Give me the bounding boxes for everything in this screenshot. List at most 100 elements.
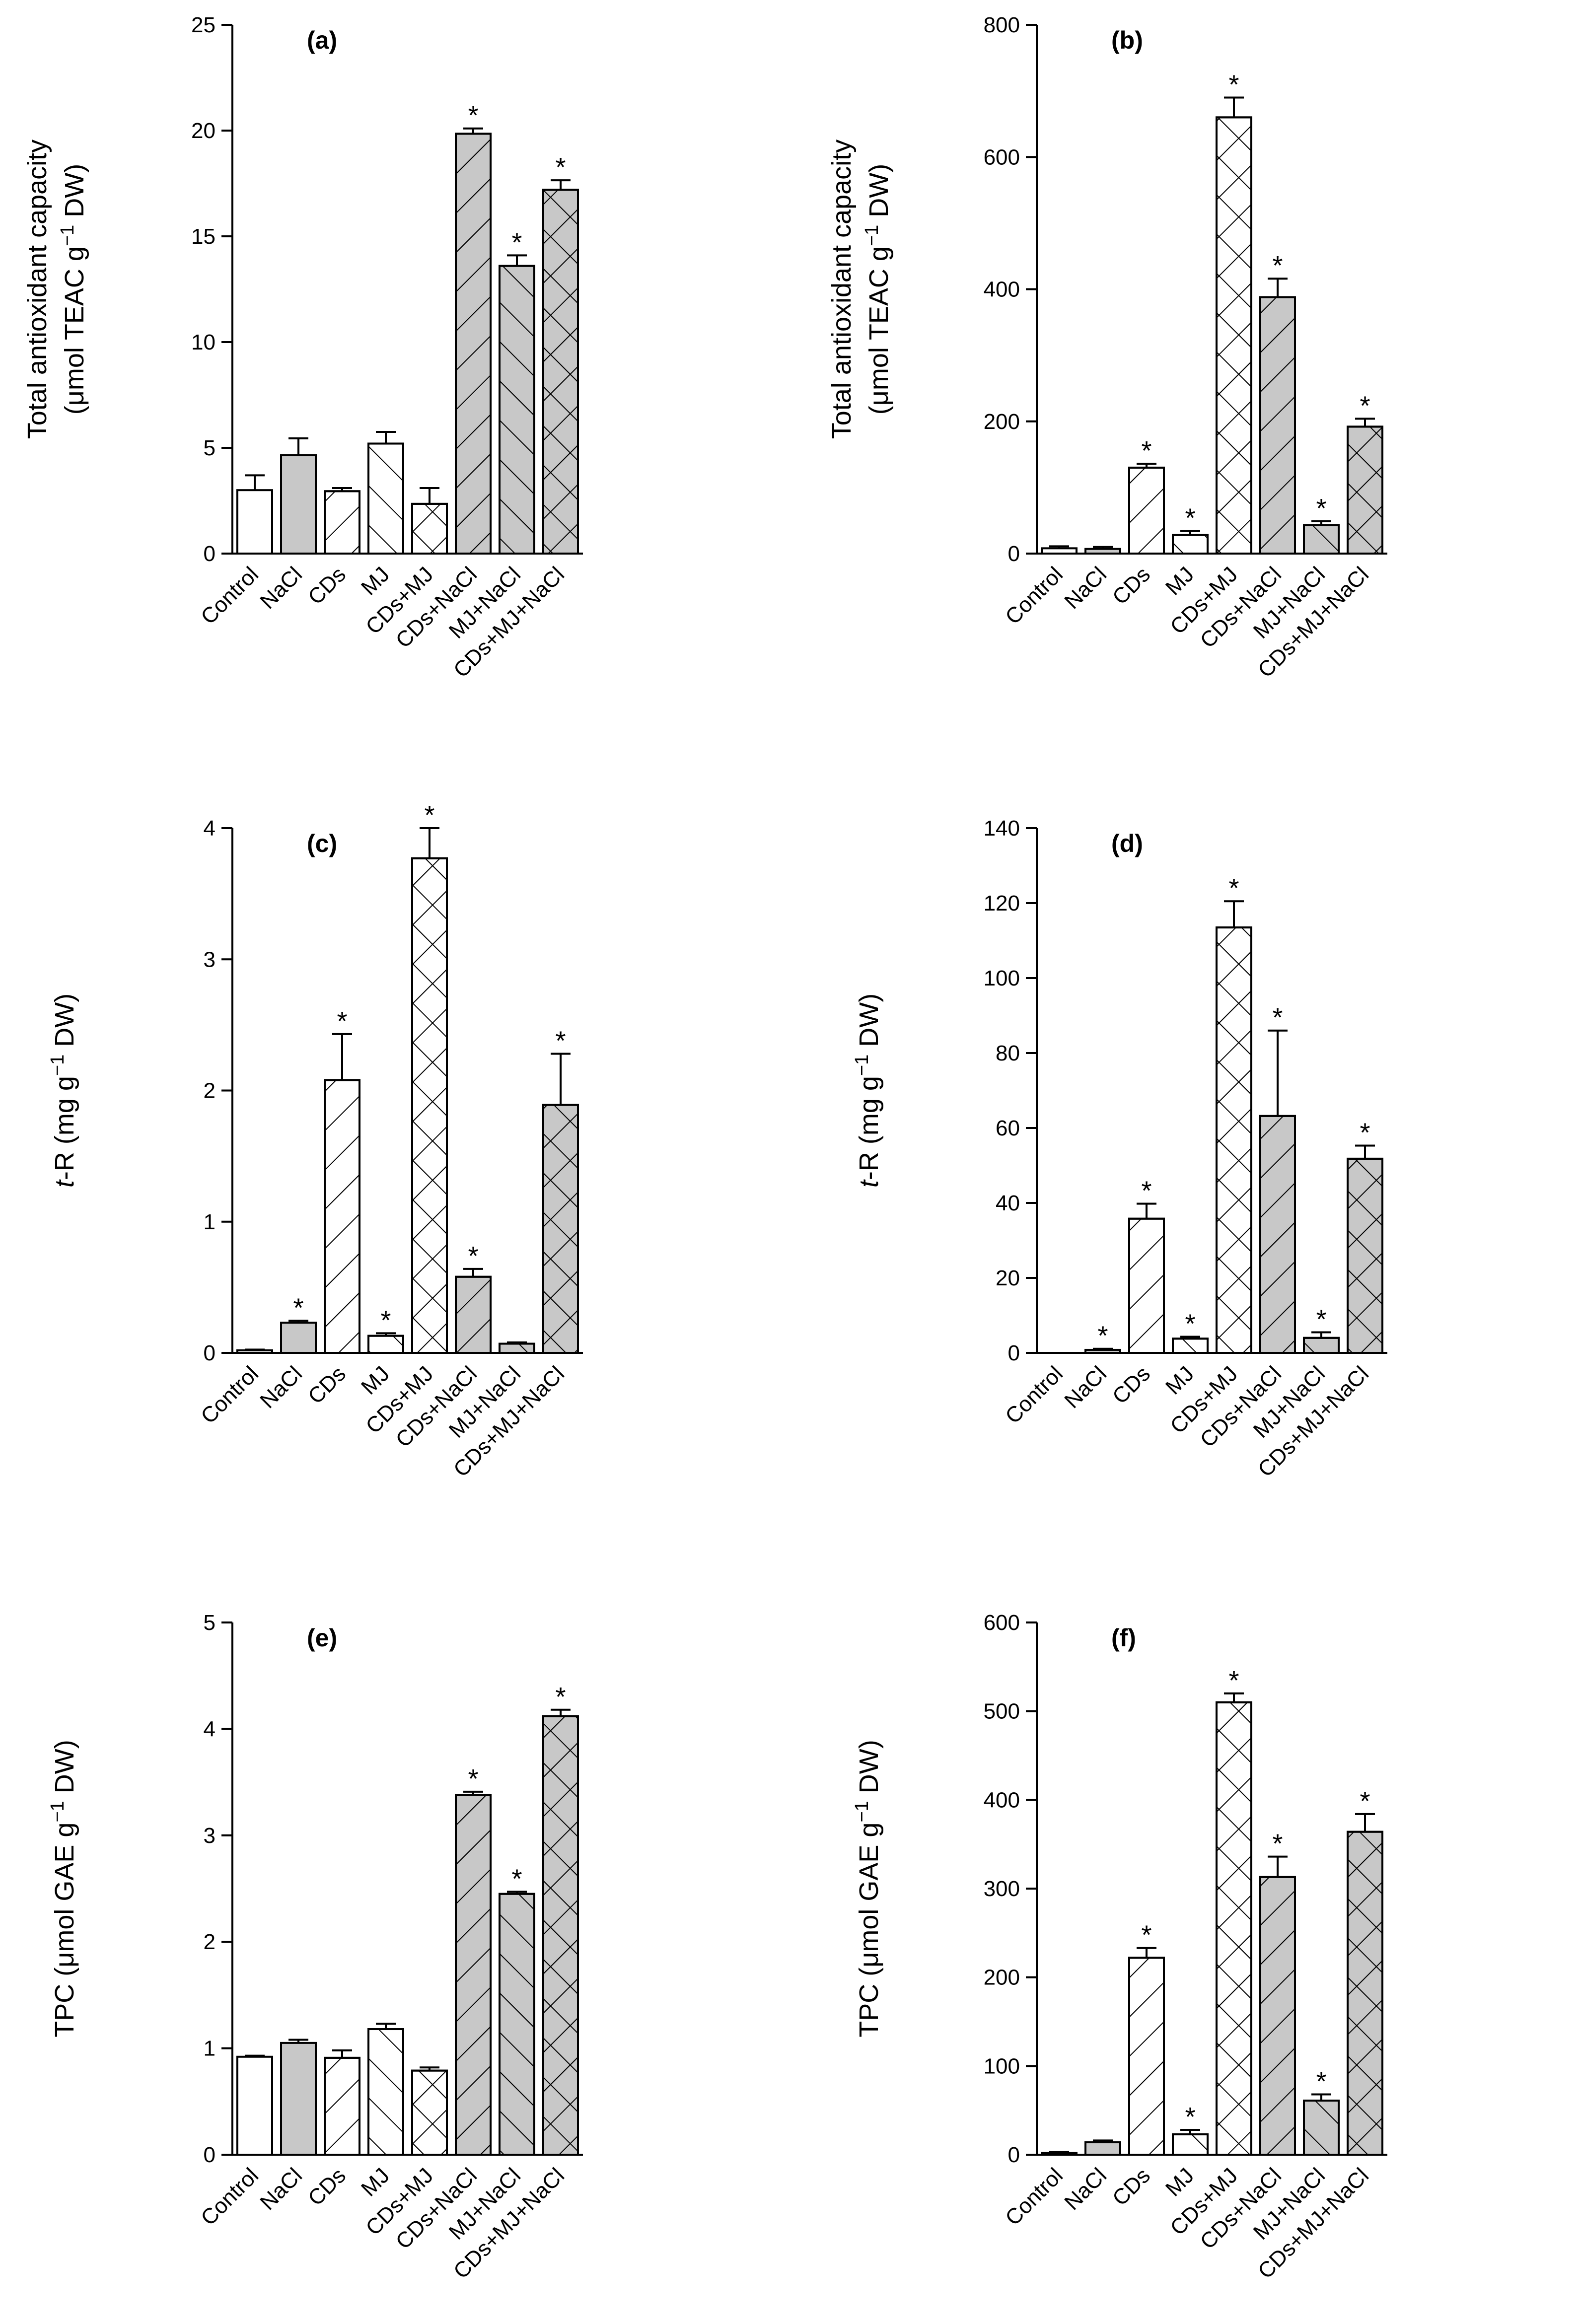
bar [236, 2055, 273, 2156]
error-bar [507, 1341, 527, 1344]
bar [1084, 548, 1121, 555]
significance-star: * [555, 1682, 566, 1712]
bar-hatch [542, 189, 579, 555]
y-tick-label: 2 [204, 1930, 216, 1954]
significance-star: * [1185, 1309, 1195, 1339]
axis-lines [1036, 1622, 1387, 2156]
significance-star: * [1360, 1786, 1370, 1816]
significance-star: * [1141, 436, 1151, 466]
significance-star: * [468, 1241, 478, 1271]
significance-star: * [1272, 1829, 1283, 1859]
bar-hatch [499, 265, 535, 555]
y-axis-unit-suffix: DW) [60, 164, 89, 225]
significance-star: * [1272, 251, 1283, 281]
bar-hatch [1259, 296, 1296, 555]
y-tick-label: 1 [204, 2037, 216, 2061]
y-axis-title: TPC (μmol GAE g−1 DW) [47, 1740, 79, 2037]
bar [1041, 547, 1078, 555]
significance-star: * [1228, 70, 1239, 99]
significance-star: * [1185, 2102, 1195, 2132]
bar [280, 2042, 317, 2156]
category-label: CDs [1108, 562, 1155, 609]
y-tick-label: 500 [984, 1699, 1020, 1724]
category-label: CDs [303, 562, 351, 609]
y-axis-title-main: -R (mg g [50, 1076, 79, 1180]
error-bar [463, 127, 483, 134]
bar-hatch [1347, 1831, 1383, 2156]
panel-label: (f) [1111, 1624, 1136, 1652]
error-bar [551, 1708, 571, 1716]
y-tick-label: 40 [996, 1191, 1020, 1215]
bar-hatch [367, 442, 404, 555]
y-tick-label: 3 [204, 947, 216, 972]
error-bar [376, 2023, 396, 2030]
error-bar [288, 437, 308, 455]
y-tick-label: 0 [204, 2143, 216, 2167]
category-label: CDs [303, 2163, 351, 2210]
significance-star: * [555, 1026, 566, 1056]
y-tick-label: 0 [1008, 542, 1020, 566]
error-bar [1137, 462, 1156, 468]
significance-star: * [555, 152, 566, 182]
y-tick-label: 5 [204, 1611, 216, 1635]
bar-hatch [1303, 524, 1340, 555]
y-tick-label: 200 [984, 410, 1020, 434]
y-axis-title-italic: t [854, 1179, 884, 1188]
error-bar [1049, 2151, 1069, 2153]
bar-hatch [455, 1275, 492, 1354]
bar-hatch [455, 1794, 492, 2156]
bar-hatch [455, 133, 492, 555]
bar-hatch [411, 857, 448, 1354]
bar [280, 1322, 317, 1354]
error-bar [245, 2054, 265, 2057]
error-bar [507, 254, 527, 266]
significance-star: * [1228, 873, 1239, 903]
category-label: CDs [1108, 1361, 1155, 1408]
panel-label: (e) [307, 1624, 337, 1652]
y-tick-label: 80 [996, 1041, 1020, 1065]
significance-star: * [1141, 1176, 1151, 1206]
category-label: CDs [303, 1361, 351, 1408]
category-label: NaCl [255, 562, 307, 614]
category-label: NaCl [1060, 1361, 1111, 1413]
y-axis-unit-exponent: −1 [862, 225, 882, 246]
bar-hatch [1259, 1115, 1296, 1354]
error-bar [1093, 546, 1113, 549]
significance-star: * [468, 1764, 478, 1794]
y-axis-title-suffix: DW) [50, 993, 79, 1055]
error-bar [1224, 96, 1244, 118]
y-tick-label: 120 [984, 891, 1020, 916]
bar-hatch [1172, 2133, 1209, 2156]
category-label: NaCl [255, 2163, 307, 2215]
y-axis-title-exponent: −1 [852, 1055, 872, 1076]
y-tick-label: 0 [1008, 2143, 1020, 2167]
error-bar [507, 1891, 527, 1894]
category-label: Control [196, 1361, 263, 1428]
error-bar [1224, 1692, 1244, 1702]
category-label: Control [196, 2163, 263, 2230]
significance-star: * [511, 227, 522, 257]
error-bar [1311, 520, 1331, 525]
bar-hatch [1172, 1338, 1209, 1354]
category-label: Control [1001, 1361, 1068, 1428]
y-axis-title-main: -R (mg g [854, 1076, 884, 1180]
error-bar [551, 179, 571, 190]
error-bar [420, 487, 439, 504]
y-axis-title-exponent: −1 [47, 1801, 68, 1822]
y-tick-label: 0 [1008, 1341, 1020, 1365]
panel-e: 0 1 2 3 4 5 (e) TPC (μmol GAE g−1 DW) ControlNaC… [47, 1611, 583, 2284]
y-axis-unit: (μmol TEAC g−1 DW) [862, 164, 894, 415]
y-axis-unit-prefix: (μmol TEAC g [864, 246, 894, 415]
significance-star: * [424, 800, 434, 830]
y-tick-label: 400 [984, 1788, 1020, 1812]
bar-hatch [499, 1342, 535, 1354]
y-tick-label: 10 [191, 330, 216, 354]
significance-star: * [380, 1305, 391, 1335]
error-bar [332, 487, 352, 492]
y-axis-title-main: TPC (μmol GAE g [854, 1823, 884, 2038]
bar-hatch [1128, 466, 1165, 555]
bar-hatch [1216, 926, 1252, 1354]
bar-hatch [324, 1079, 360, 1354]
bar-hatch [1128, 1217, 1165, 1354]
